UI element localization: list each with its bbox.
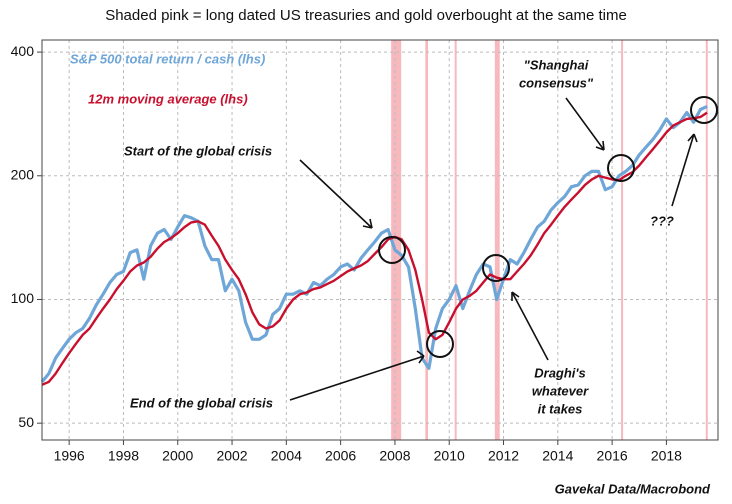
series-line [40, 104, 708, 383]
x-tick-label: 2012 [488, 448, 519, 464]
plot-frame [41, 39, 719, 441]
x-tick-label: 2010 [434, 448, 465, 464]
arrow [511, 291, 549, 361]
arrow [671, 133, 698, 207]
annotation: End of the global crisis [130, 395, 273, 410]
shaded-region [425, 40, 429, 440]
x-tick-label: 2018 [651, 448, 682, 464]
x-tick-label: 2016 [597, 448, 628, 464]
shaded-region [391, 40, 402, 440]
x-tick-label: 2006 [325, 448, 356, 464]
shaded-region [494, 40, 500, 440]
x-tick-label: 2004 [271, 448, 302, 464]
source: Gavekal Data/Macrobond [555, 481, 711, 496]
legend-entry: 12m moving average (lhs) [88, 91, 248, 106]
series-line [41, 111, 708, 386]
annotations: Start of the global crisis End of the gl… [124, 57, 718, 416]
highlight-circle [607, 154, 635, 182]
arrow [289, 350, 425, 401]
annotation: it takes [538, 401, 583, 416]
x-tick-label: 2000 [162, 448, 193, 464]
highlight-circle [690, 96, 718, 124]
shaded-region [454, 40, 457, 440]
x-tick-label: 1998 [108, 448, 139, 464]
highlight-circle [378, 236, 406, 264]
arrow [565, 97, 605, 151]
highlight-circle [426, 330, 454, 358]
annotation: ??? [650, 213, 674, 228]
x-tick-label: 2008 [379, 448, 410, 464]
y-tick-label: 400 [11, 43, 35, 59]
highlight-circle [482, 254, 510, 282]
y-tick-label: 100 [11, 290, 35, 306]
annotation: consensus" [519, 75, 594, 90]
shaded-region [705, 40, 708, 440]
arrow [299, 159, 373, 229]
plot-area [40, 40, 718, 440]
y-tick-label: 50 [18, 414, 34, 430]
chart-title: Shaded pink = long dated US treasuries a… [105, 7, 627, 24]
annotation: Draghi's [534, 365, 586, 380]
x-tick-label: 1996 [54, 448, 85, 464]
annotation: "Shanghai [524, 57, 589, 72]
legend-entry: S&P 500 total return / cash (lhs) [70, 51, 265, 66]
annotation: Start of the global crisis [124, 143, 272, 158]
x-tick-label: 2014 [542, 448, 573, 464]
annotation: whatever [532, 383, 589, 398]
x-tick-label: 2002 [216, 448, 247, 464]
y-tick-label: 200 [11, 166, 35, 182]
shaded-region [621, 40, 624, 440]
